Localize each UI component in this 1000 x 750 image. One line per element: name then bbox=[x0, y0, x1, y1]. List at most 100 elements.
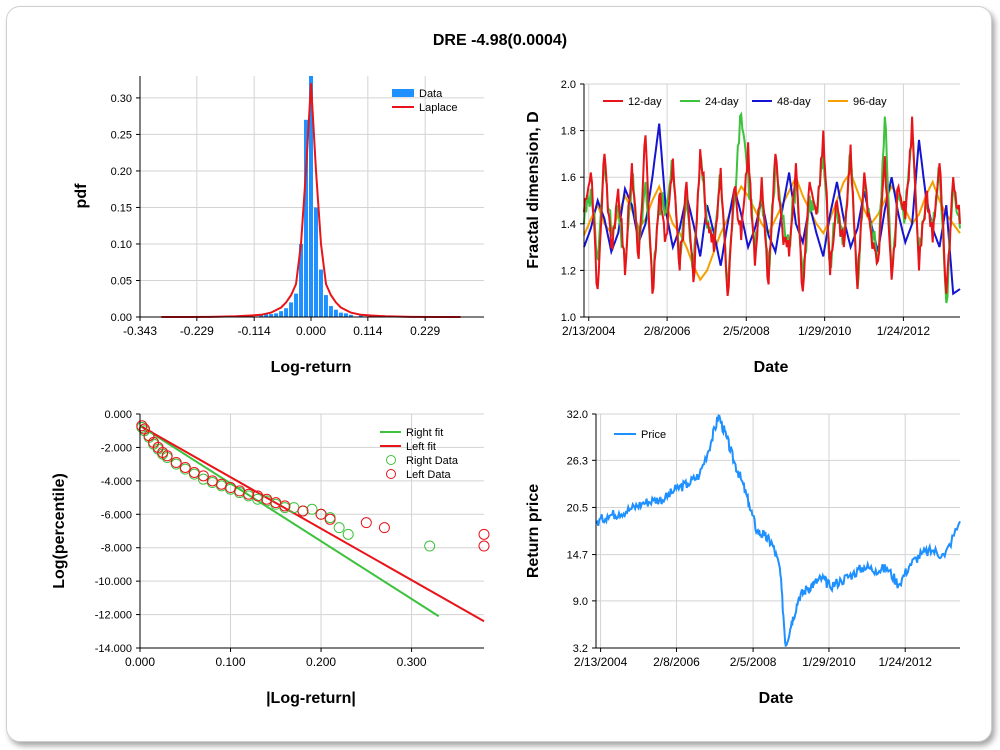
data-point bbox=[333, 522, 345, 534]
tail-y-label: Log(percentile) bbox=[51, 473, 68, 589]
legend-label: 96-day bbox=[853, 96, 887, 108]
data-point bbox=[170, 456, 182, 468]
data-point bbox=[197, 470, 209, 482]
histogram-x-ticks: -0.343 -0.229 -0.114 0.000 0.114 0.229 bbox=[123, 324, 441, 338]
y-tick-label: 0.05 bbox=[111, 275, 132, 287]
histogram-bar bbox=[264, 314, 269, 317]
histogram-bar bbox=[343, 313, 348, 317]
tail-axes bbox=[136, 413, 484, 652]
histogram-legend: Data Laplace bbox=[392, 88, 458, 114]
histogram-panel: -0.343 -0.229 -0.114 0.000 0.114 0.229 0.000.… bbox=[73, 76, 484, 376]
data-point bbox=[243, 488, 255, 500]
legend-laplace-label: Laplace bbox=[419, 102, 458, 114]
fractal-x-label: Date bbox=[754, 359, 789, 376]
x-tick-label: 2/13/2004 bbox=[574, 655, 628, 669]
x-tick-label: -0.229 bbox=[180, 324, 214, 338]
histogram-bar bbox=[309, 76, 313, 317]
fractal-x-ticks: 2/13/2004 2/8/2006 2/5/2008 1/29/2010 1/24/2… bbox=[562, 324, 930, 338]
y-tick-label: 0.10 bbox=[111, 239, 132, 251]
price-y-ticks: 3.2 9.0 14.7 20.5 26.3 32.0 bbox=[567, 409, 588, 655]
y-tick-label: 9.0 bbox=[573, 596, 588, 608]
y-tick-label: -8.000 bbox=[101, 543, 132, 555]
y-tick-label: -10.000 bbox=[95, 576, 132, 588]
price-panel: 2/13/2004 2/8/2006 2/5/2008 1/29/2010 1/24/2… bbox=[525, 409, 961, 707]
x-tick-label: 1/24/2012 bbox=[879, 655, 933, 669]
histogram-bar bbox=[274, 313, 279, 317]
legend-label: Left Data bbox=[406, 469, 452, 481]
histogram-bar bbox=[299, 243, 304, 317]
histogram-bar bbox=[289, 302, 294, 317]
tail-x-ticks: 0.000 0.100 0.200 0.300 bbox=[125, 655, 427, 669]
histogram-bar bbox=[294, 293, 299, 317]
fit-line-Left fit bbox=[139, 424, 485, 623]
histogram-bar bbox=[279, 311, 284, 317]
fractal-axes bbox=[580, 83, 960, 321]
histogram-bar bbox=[338, 312, 343, 317]
x-tick-label: 1/29/2010 bbox=[798, 324, 852, 338]
data-point bbox=[288, 502, 300, 514]
histogram-y-ticks: 0.00 0.05 0.10 0.15 0.20 0.25 0.30 bbox=[111, 93, 132, 324]
laplace-line bbox=[161, 83, 461, 318]
histogram-bar bbox=[358, 315, 363, 317]
y-tick-label: -4.000 bbox=[101, 476, 132, 488]
data-point bbox=[342, 528, 354, 540]
y-tick-label: -14.000 bbox=[95, 643, 132, 655]
histogram-bar bbox=[313, 207, 318, 317]
tail-x-label: |Log-return| bbox=[266, 690, 356, 707]
histogram-bar bbox=[269, 314, 274, 317]
y-tick-label: 0.25 bbox=[111, 129, 132, 141]
page-title: DRE -4.98(0.0004) bbox=[432, 32, 568, 49]
y-tick-label: 0.15 bbox=[111, 202, 132, 214]
fractal-y-ticks: 1.0 1.2 1.4 1.6 1.8 2.0 bbox=[561, 79, 576, 324]
histogram-bar bbox=[333, 309, 338, 317]
fractal-line-12-day bbox=[583, 116, 961, 297]
x-tick-label: 2/5/2008 bbox=[723, 324, 770, 338]
y-tick-label: 0.20 bbox=[111, 166, 132, 178]
price-x-label: Date bbox=[759, 690, 794, 707]
y-tick-label: -2.000 bbox=[101, 442, 132, 454]
price-grid bbox=[596, 413, 960, 649]
legend-data-swatch bbox=[392, 89, 414, 97]
data-point bbox=[378, 522, 390, 534]
histogram-bar bbox=[323, 295, 328, 317]
histogram-x-label: Log-return bbox=[271, 359, 352, 376]
tail-panel: 0.000 0.100 0.200 0.300 0.000 -2.000 -4.000 -6… bbox=[51, 409, 490, 707]
legend-label: 12-day bbox=[628, 96, 662, 108]
x-tick-label: 1/24/2012 bbox=[877, 324, 931, 338]
y-tick-label: 1.2 bbox=[561, 265, 576, 277]
x-tick-label: 2/8/2006 bbox=[653, 655, 700, 669]
y-tick-label: 20.5 bbox=[567, 502, 588, 514]
legend-label: Left fit bbox=[406, 441, 436, 453]
y-tick-label: 14.7 bbox=[567, 550, 588, 562]
data-point bbox=[306, 503, 318, 515]
price-x-ticks: 2/13/2004 2/8/2006 2/5/2008 1/29/2010 1/24/2… bbox=[574, 655, 932, 669]
x-tick-label: 2/5/2008 bbox=[730, 655, 777, 669]
x-tick-label: 0.229 bbox=[410, 324, 440, 338]
data-point bbox=[315, 508, 327, 520]
y-tick-label: 32.0 bbox=[567, 409, 588, 421]
fractal-series bbox=[583, 111, 961, 304]
fit-line-Right fit bbox=[139, 424, 440, 618]
x-tick-label: 0.000 bbox=[125, 655, 155, 669]
legend-label: 24-day bbox=[705, 96, 739, 108]
y-tick-label: 1.8 bbox=[561, 126, 576, 138]
x-tick-label: 0.200 bbox=[306, 655, 336, 669]
y-tick-label: 0.000 bbox=[104, 409, 132, 421]
x-tick-label: -0.343 bbox=[123, 324, 157, 338]
histogram-bar bbox=[328, 306, 333, 317]
legend-data-label: Data bbox=[419, 88, 443, 100]
y-tick-label: -6.000 bbox=[101, 509, 132, 521]
legend-label: Right Data bbox=[406, 455, 459, 467]
price-axes bbox=[592, 413, 960, 652]
data-point bbox=[478, 528, 490, 540]
legend-swatch bbox=[386, 469, 396, 479]
fractal-panel: 2/13/2004 2/8/2006 2/5/2008 1/29/2010 1/24/2… bbox=[525, 79, 961, 376]
data-point bbox=[424, 540, 436, 552]
x-tick-label: 0.114 bbox=[353, 324, 382, 338]
data-point bbox=[179, 461, 191, 473]
y-tick-label: 0.30 bbox=[111, 93, 132, 105]
y-tick-label: 1.4 bbox=[561, 219, 576, 231]
y-tick-label: 3.2 bbox=[573, 643, 588, 655]
x-tick-label: 0.300 bbox=[397, 655, 427, 669]
